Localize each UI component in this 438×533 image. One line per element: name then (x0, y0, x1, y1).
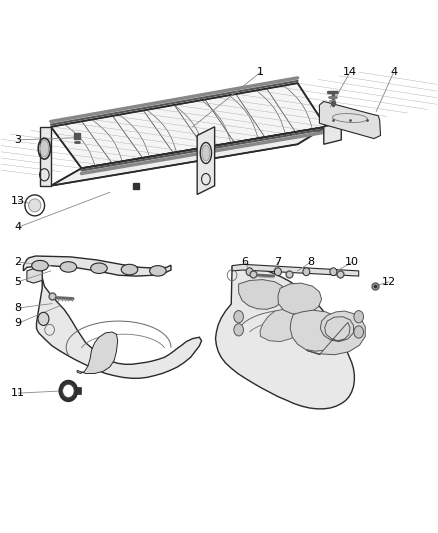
Polygon shape (51, 83, 326, 168)
Ellipse shape (202, 145, 210, 161)
Ellipse shape (354, 311, 364, 323)
Ellipse shape (60, 262, 77, 272)
Polygon shape (290, 310, 343, 351)
Polygon shape (260, 309, 301, 342)
Bar (76, 387, 81, 394)
Ellipse shape (121, 264, 138, 275)
Ellipse shape (63, 384, 74, 398)
Text: 8: 8 (307, 257, 314, 267)
Text: 11: 11 (11, 388, 25, 398)
Polygon shape (197, 127, 215, 195)
Ellipse shape (246, 268, 253, 276)
Ellipse shape (234, 311, 244, 323)
Ellipse shape (234, 324, 244, 336)
Text: 12: 12 (382, 277, 396, 287)
Text: 9: 9 (14, 318, 22, 328)
Polygon shape (306, 311, 365, 354)
Ellipse shape (59, 381, 78, 401)
Polygon shape (27, 269, 42, 283)
Polygon shape (77, 332, 118, 374)
Polygon shape (278, 283, 321, 314)
Text: 2: 2 (14, 257, 22, 267)
Polygon shape (36, 271, 201, 378)
Polygon shape (319, 101, 381, 139)
Polygon shape (23, 256, 171, 276)
Text: 13: 13 (11, 196, 25, 206)
Ellipse shape (330, 268, 337, 276)
Ellipse shape (150, 265, 166, 276)
Text: 10: 10 (345, 257, 359, 267)
Text: 4: 4 (390, 67, 397, 77)
Polygon shape (215, 265, 354, 409)
Text: 8: 8 (14, 303, 22, 313)
Ellipse shape (32, 261, 48, 271)
Ellipse shape (91, 263, 107, 273)
Polygon shape (40, 127, 51, 185)
Ellipse shape (303, 268, 310, 276)
Polygon shape (51, 127, 326, 185)
Polygon shape (239, 280, 285, 309)
Polygon shape (324, 123, 341, 144)
Ellipse shape (38, 312, 49, 326)
Text: 5: 5 (14, 277, 21, 287)
Ellipse shape (354, 326, 364, 338)
Text: 6: 6 (242, 257, 249, 267)
Ellipse shape (28, 199, 41, 212)
Text: 4: 4 (14, 222, 22, 232)
Text: 7: 7 (274, 257, 282, 267)
Ellipse shape (40, 140, 49, 157)
Text: 3: 3 (14, 135, 21, 145)
Polygon shape (232, 264, 359, 276)
Ellipse shape (275, 268, 282, 276)
Text: 14: 14 (343, 67, 357, 77)
Text: 1: 1 (257, 67, 264, 77)
